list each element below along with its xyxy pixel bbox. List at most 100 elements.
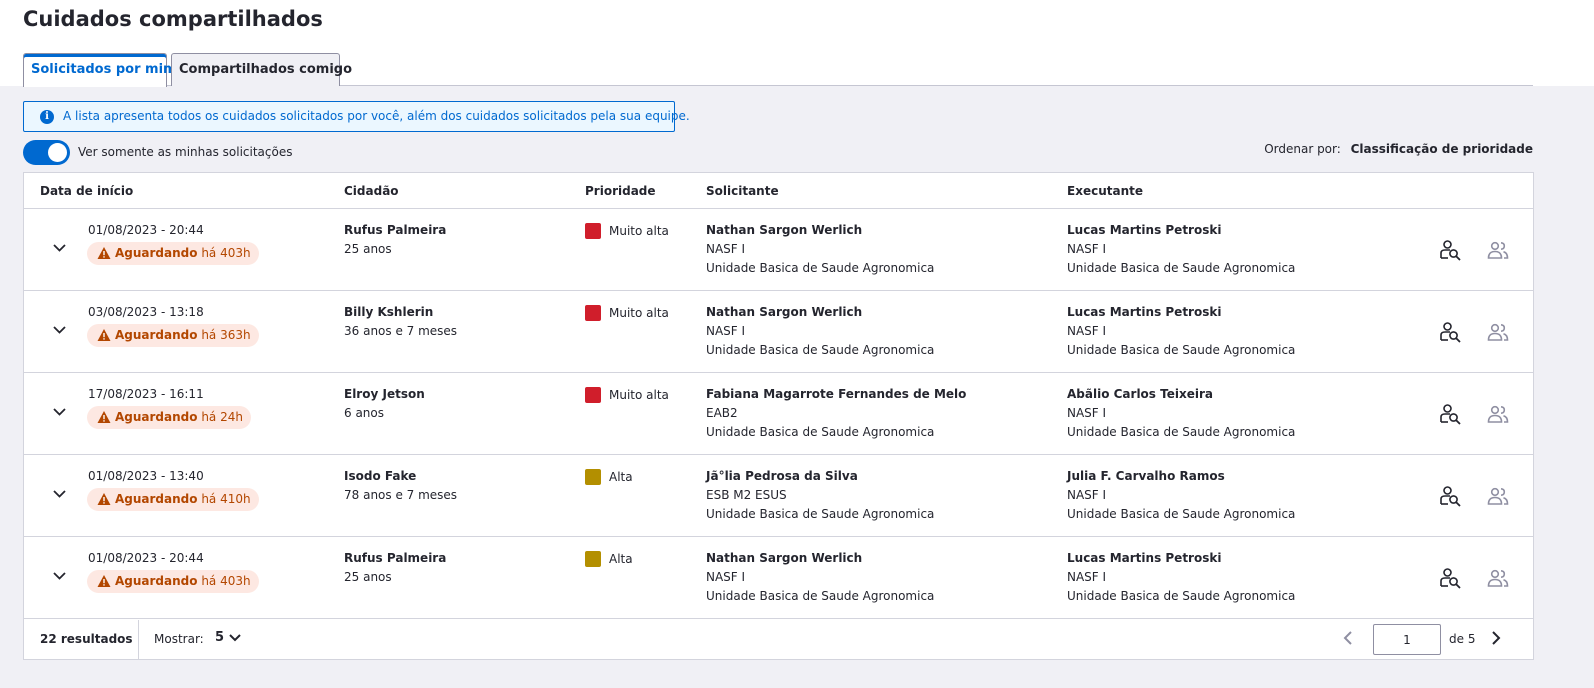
requester-team: NASF I [706, 324, 746, 338]
executor-unit: Unidade Basica de Saude Agronomica [1067, 507, 1296, 521]
view-details-button[interactable] [1438, 320, 1462, 344]
status-badge: Aguardando há 410h [87, 488, 259, 511]
priority-color-square [585, 223, 601, 239]
my-requests-toggle[interactable] [23, 139, 70, 165]
shared-care-table: Data de início Cidadão Prioridade Solici… [23, 172, 1534, 660]
status-text: Aguardando [115, 574, 198, 588]
requester-team: ESB M2 ESUS [706, 488, 787, 502]
total-pages-label: de 5 [1449, 632, 1476, 646]
requester-name: Nathan Sargon Werlich [706, 551, 863, 565]
tab-bar: Solicitados por mim Compartilhados comig… [23, 53, 1533, 87]
header-start-date: Data de início [40, 184, 134, 198]
priority-cell: Muito alta [585, 223, 669, 239]
wait-time: há 363h [201, 328, 251, 342]
page-size-value: 5 [215, 630, 225, 645]
status-badge: Aguardando há 24h [87, 406, 251, 429]
requester-unit: Unidade Basica de Saude Agronomica [706, 261, 935, 275]
warning-icon [97, 575, 111, 587]
requester-name: Jã°lia Pedrosa da Silva [706, 469, 858, 483]
share-care-button[interactable] [1486, 402, 1510, 426]
people-icon [1487, 569, 1509, 587]
view-details-button[interactable] [1438, 566, 1462, 590]
tab-solicitados-por-mim[interactable]: Solicitados por mim [23, 53, 177, 87]
view-details-button[interactable] [1438, 484, 1462, 508]
expand-row-button[interactable] [53, 487, 66, 500]
citizen-name: Rufus Palmeira [344, 551, 447, 565]
executor-team: NASF I [1067, 570, 1107, 584]
citizen-name: Isodo Fake [344, 469, 417, 483]
executor-unit: Unidade Basica de Saude Agronomica [1067, 261, 1296, 275]
person-search-icon [1440, 568, 1461, 589]
view-details-button[interactable] [1438, 402, 1462, 426]
start-date: 01/08/2023 - 20:44 [88, 551, 204, 565]
previous-page-button[interactable] [1342, 630, 1354, 649]
priority-color-square [585, 551, 601, 567]
citizen-name: Billy Kshlerin [344, 305, 434, 319]
requester-unit: Unidade Basica de Saude Agronomica [706, 589, 935, 603]
executor-team: NASF I [1067, 488, 1107, 502]
share-care-button[interactable] [1486, 484, 1510, 508]
table-row: 03/08/2023 - 13:18 Aguardando há 363h Bi… [24, 291, 1533, 373]
warning-icon [97, 247, 111, 259]
page-number-input[interactable] [1373, 624, 1441, 655]
person-search-icon [1440, 486, 1461, 507]
requester-unit: Unidade Basica de Saude Agronomica [706, 343, 935, 357]
priority-label: Muito alta [609, 388, 669, 402]
people-icon [1487, 323, 1509, 341]
executor-unit: Unidade Basica de Saude Agronomica [1067, 589, 1296, 603]
expand-row-button[interactable] [53, 405, 66, 418]
wait-time: há 403h [201, 574, 251, 588]
chevron-down-icon [53, 244, 66, 252]
executor-name: Lucas Martins Petroski [1067, 223, 1222, 237]
next-page-button[interactable] [1490, 630, 1502, 649]
requester-name: Nathan Sargon Werlich [706, 223, 863, 237]
toggle-knob [48, 142, 67, 162]
priority-label: Alta [609, 552, 633, 566]
info-alert-text: A lista apresenta todos os cuidados soli… [63, 109, 690, 123]
executor-name: Lucas Martins Petroski [1067, 551, 1222, 565]
start-date: 17/08/2023 - 16:11 [88, 387, 204, 401]
chevron-down-icon [53, 490, 66, 498]
chevron-down-icon [53, 326, 66, 334]
share-care-button[interactable] [1486, 238, 1510, 262]
priority-color-square [585, 387, 601, 403]
person-search-icon [1440, 240, 1461, 261]
header-priority: Prioridade [585, 184, 656, 198]
share-care-button[interactable] [1486, 566, 1510, 590]
status-text: Aguardando [115, 410, 198, 424]
wait-time: há 403h [201, 246, 251, 260]
executor-name: Lucas Martins Petroski [1067, 305, 1222, 319]
requester-team: EAB2 [706, 406, 738, 420]
requester-team: NASF I [706, 570, 746, 584]
page-size-select[interactable]: 5 [215, 630, 241, 645]
footer-divider [138, 620, 139, 659]
status-badge: Aguardando há 403h [87, 242, 259, 265]
people-icon [1487, 405, 1509, 423]
expand-row-button[interactable] [53, 241, 66, 254]
priority-cell: Muito alta [585, 305, 669, 321]
view-details-button[interactable] [1438, 238, 1462, 262]
info-icon: i [40, 110, 54, 124]
start-date: 01/08/2023 - 13:40 [88, 469, 204, 483]
sort-select[interactable]: Classificação de prioridade [1350, 142, 1533, 156]
filter-row: Ver somente as minhas solicitações [23, 139, 292, 165]
warning-icon [97, 329, 111, 341]
requester-name: Fabiana Magarrote Fernandes de Melo [706, 387, 967, 401]
status-text: Aguardando [115, 492, 198, 506]
sort-label: Ordenar por: [1264, 142, 1341, 156]
priority-label: Muito alta [609, 224, 669, 238]
start-date: 03/08/2023 - 13:18 [88, 305, 204, 319]
wait-time: há 24h [201, 410, 243, 424]
table-row: 01/08/2023 - 20:44 Aguardando há 403h Ru… [24, 209, 1533, 291]
share-care-button[interactable] [1486, 320, 1510, 344]
priority-cell: Alta [585, 551, 633, 567]
citizen-name: Rufus Palmeira [344, 223, 447, 237]
priority-cell: Muito alta [585, 387, 669, 403]
expand-row-button[interactable] [53, 569, 66, 582]
tab-compartilhados-comigo[interactable]: Compartilhados comigo [171, 53, 352, 86]
chevron-right-icon [1492, 631, 1501, 645]
start-date: 01/08/2023 - 20:44 [88, 223, 204, 237]
priority-color-square [585, 469, 601, 485]
chevron-down-icon [229, 633, 241, 641]
expand-row-button[interactable] [53, 323, 66, 336]
